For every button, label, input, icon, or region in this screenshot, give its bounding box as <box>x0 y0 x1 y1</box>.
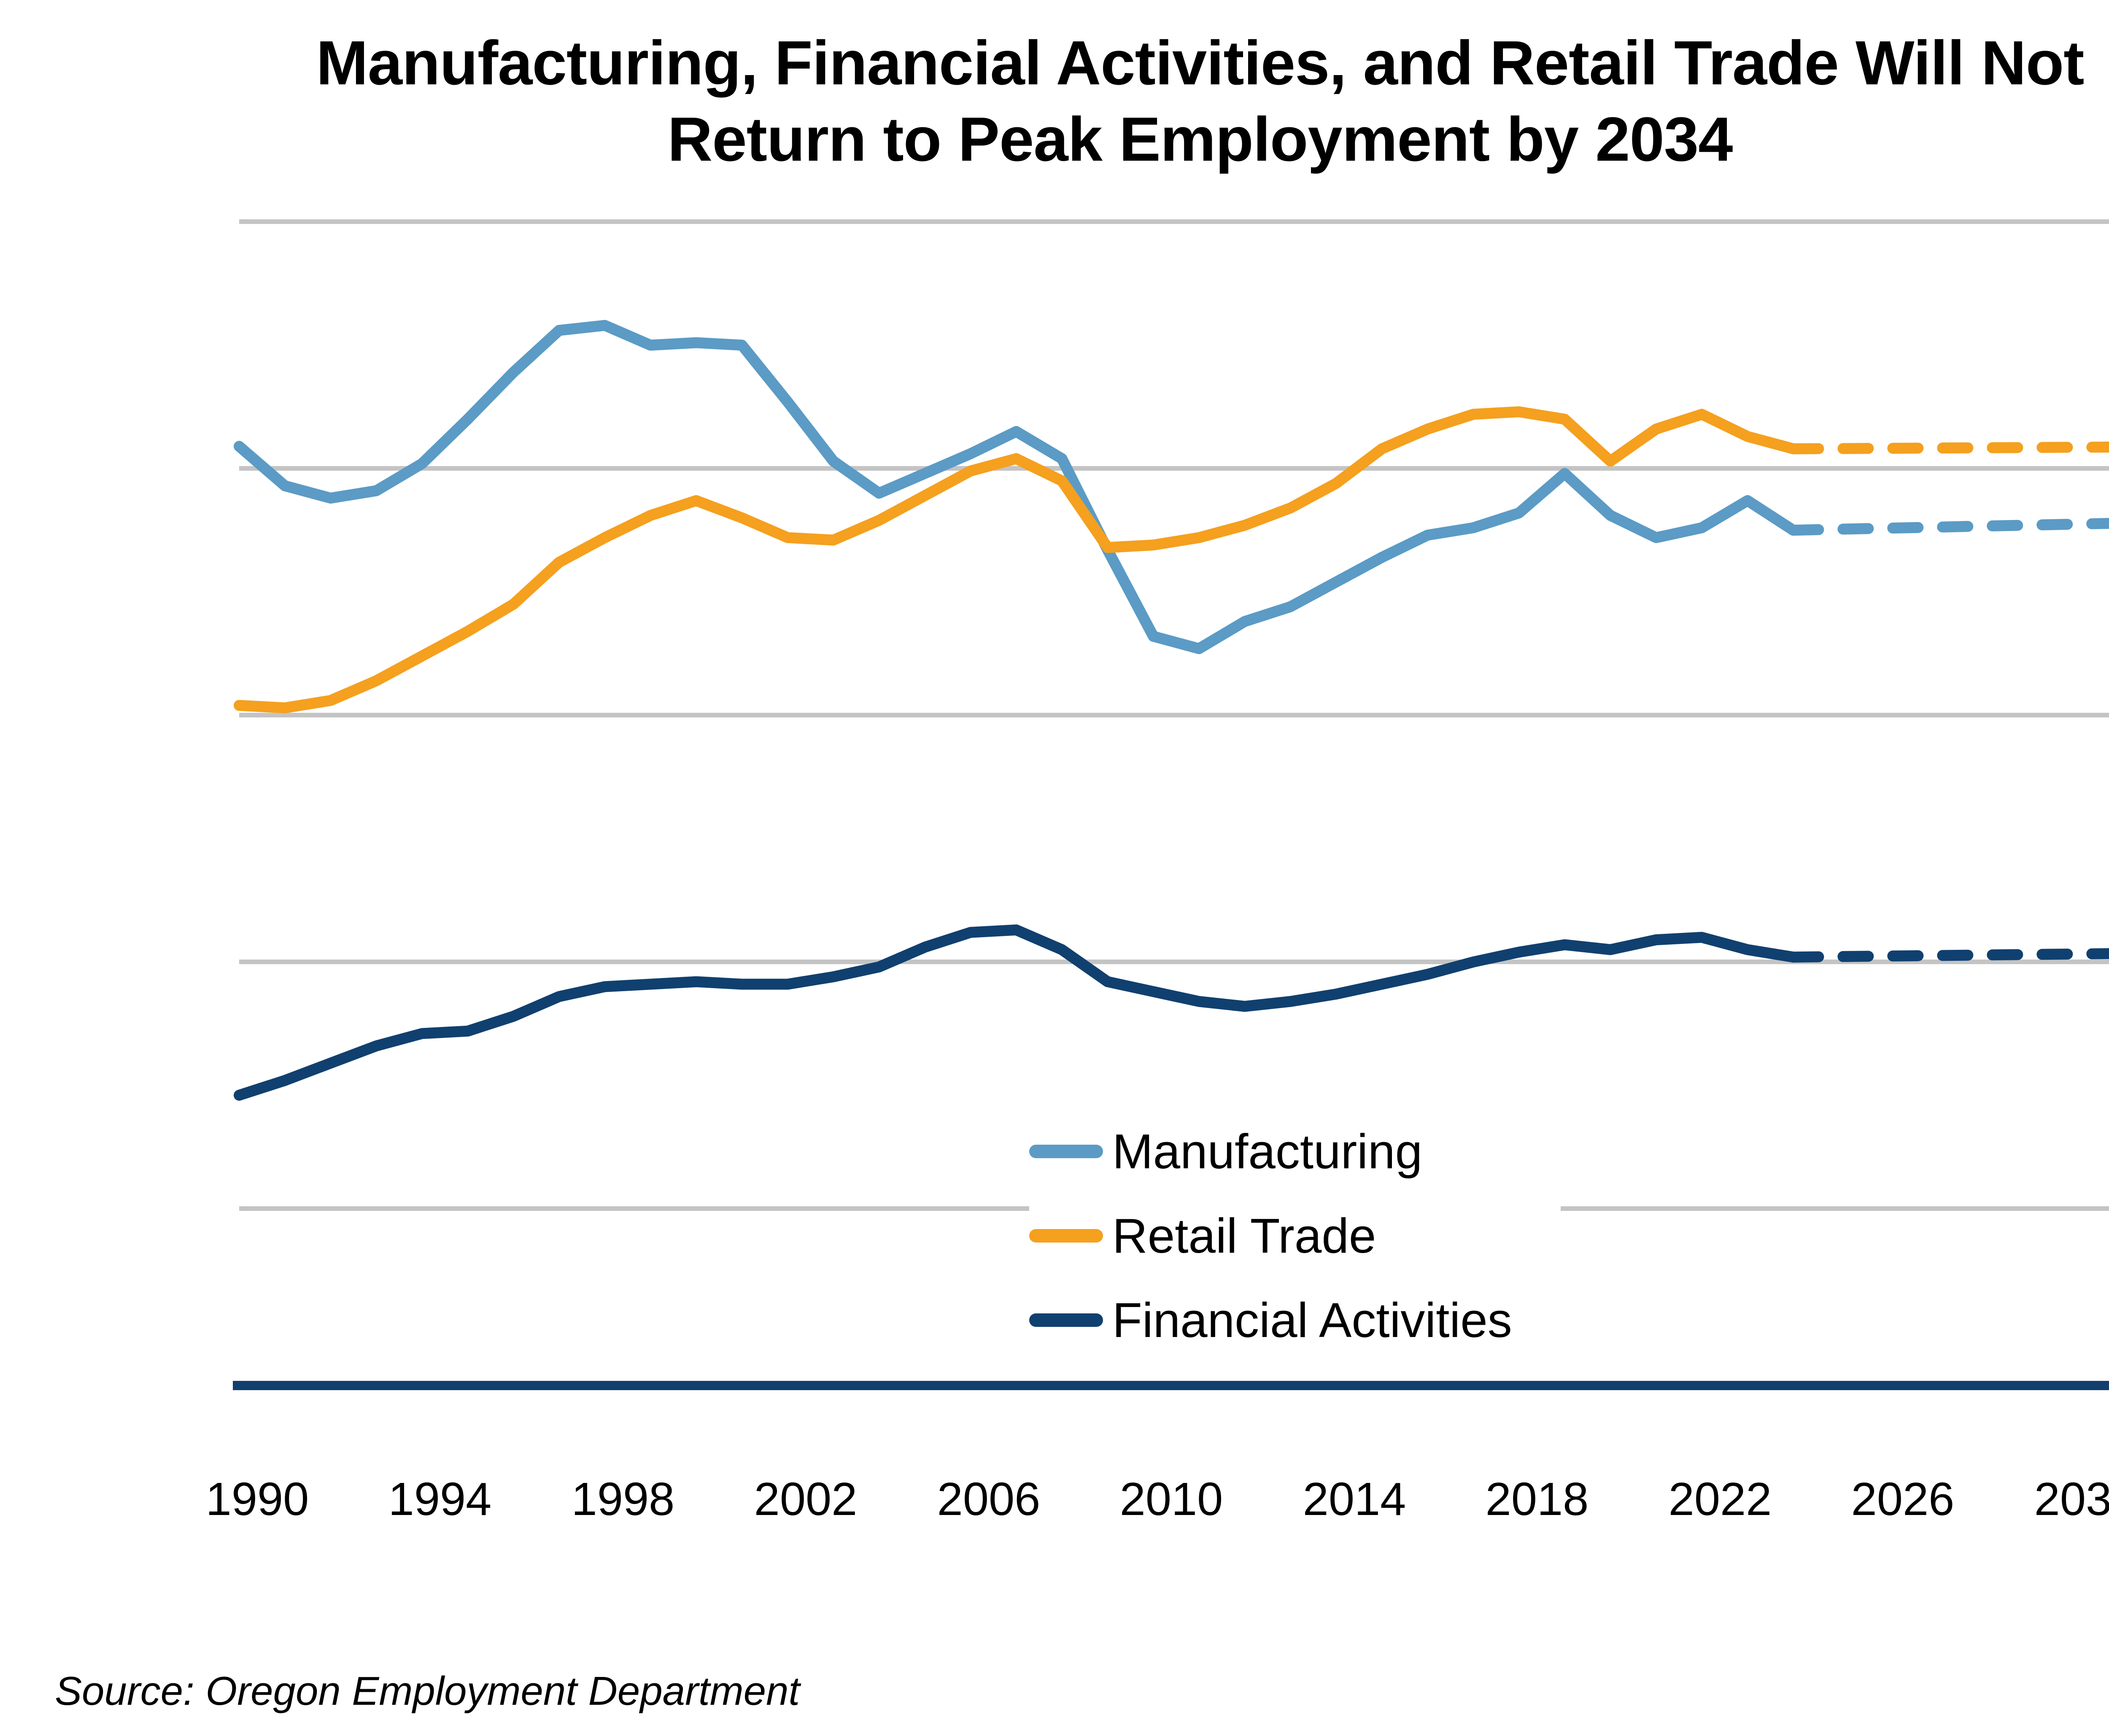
x-tick-label: 2002 <box>754 1473 858 1525</box>
x-tick-label: 1990 <box>205 1473 309 1525</box>
title-line-1: Manufacturing, Financial Activities, and… <box>316 28 2085 98</box>
x-tick-label: 2014 <box>1303 1473 1406 1525</box>
x-tick-label: 2030 <box>2034 1473 2109 1525</box>
x-tick-label: 1994 <box>388 1473 492 1525</box>
x-tick-label: 2026 <box>1851 1473 1955 1525</box>
plot-area <box>239 219 2109 1211</box>
legend-item-manufacturing[interactable]: Manufacturing <box>1029 1126 1561 1177</box>
x-tick-label: 2022 <box>1668 1473 1772 1525</box>
legend-swatch-manufacturing <box>1029 1145 1103 1158</box>
legend-label-manufacturing: Manufacturing <box>1112 1124 1423 1179</box>
gridline-100000 <box>239 960 2109 964</box>
x-tick-label: 2010 <box>1119 1473 1223 1525</box>
legend-swatch-financial-activities <box>1029 1313 1103 1327</box>
legend-label-retail-trade: Retail Trade <box>1112 1208 1376 1263</box>
gridline-150000 <box>239 713 2109 717</box>
legend-label-financial-activities: Financial Activities <box>1112 1293 1512 1348</box>
gridline-250000 <box>239 219 2109 224</box>
legend: Manufacturing Retail Trade Financial Act… <box>1029 1126 1561 1362</box>
legend-swatch-retail-trade <box>1029 1229 1103 1243</box>
x-tick-label: 1998 <box>571 1473 675 1525</box>
x-tick-label: 2018 <box>1485 1473 1589 1525</box>
legend-item-financial-activities[interactable]: Financial Activities <box>1029 1295 1561 1345</box>
source-note: Source: Oregon Employment Department <box>55 1669 800 1714</box>
gridline-200000 <box>239 466 2109 471</box>
page-title: Manufacturing, Financial Activities, and… <box>0 25 2109 178</box>
title-line-2: Return to Peak Employment by 2034 <box>667 104 1733 174</box>
x-axis-line <box>233 1381 2109 1390</box>
legend-item-retail-trade[interactable]: Retail Trade <box>1029 1210 1561 1261</box>
x-tick-label: 2006 <box>937 1473 1041 1525</box>
